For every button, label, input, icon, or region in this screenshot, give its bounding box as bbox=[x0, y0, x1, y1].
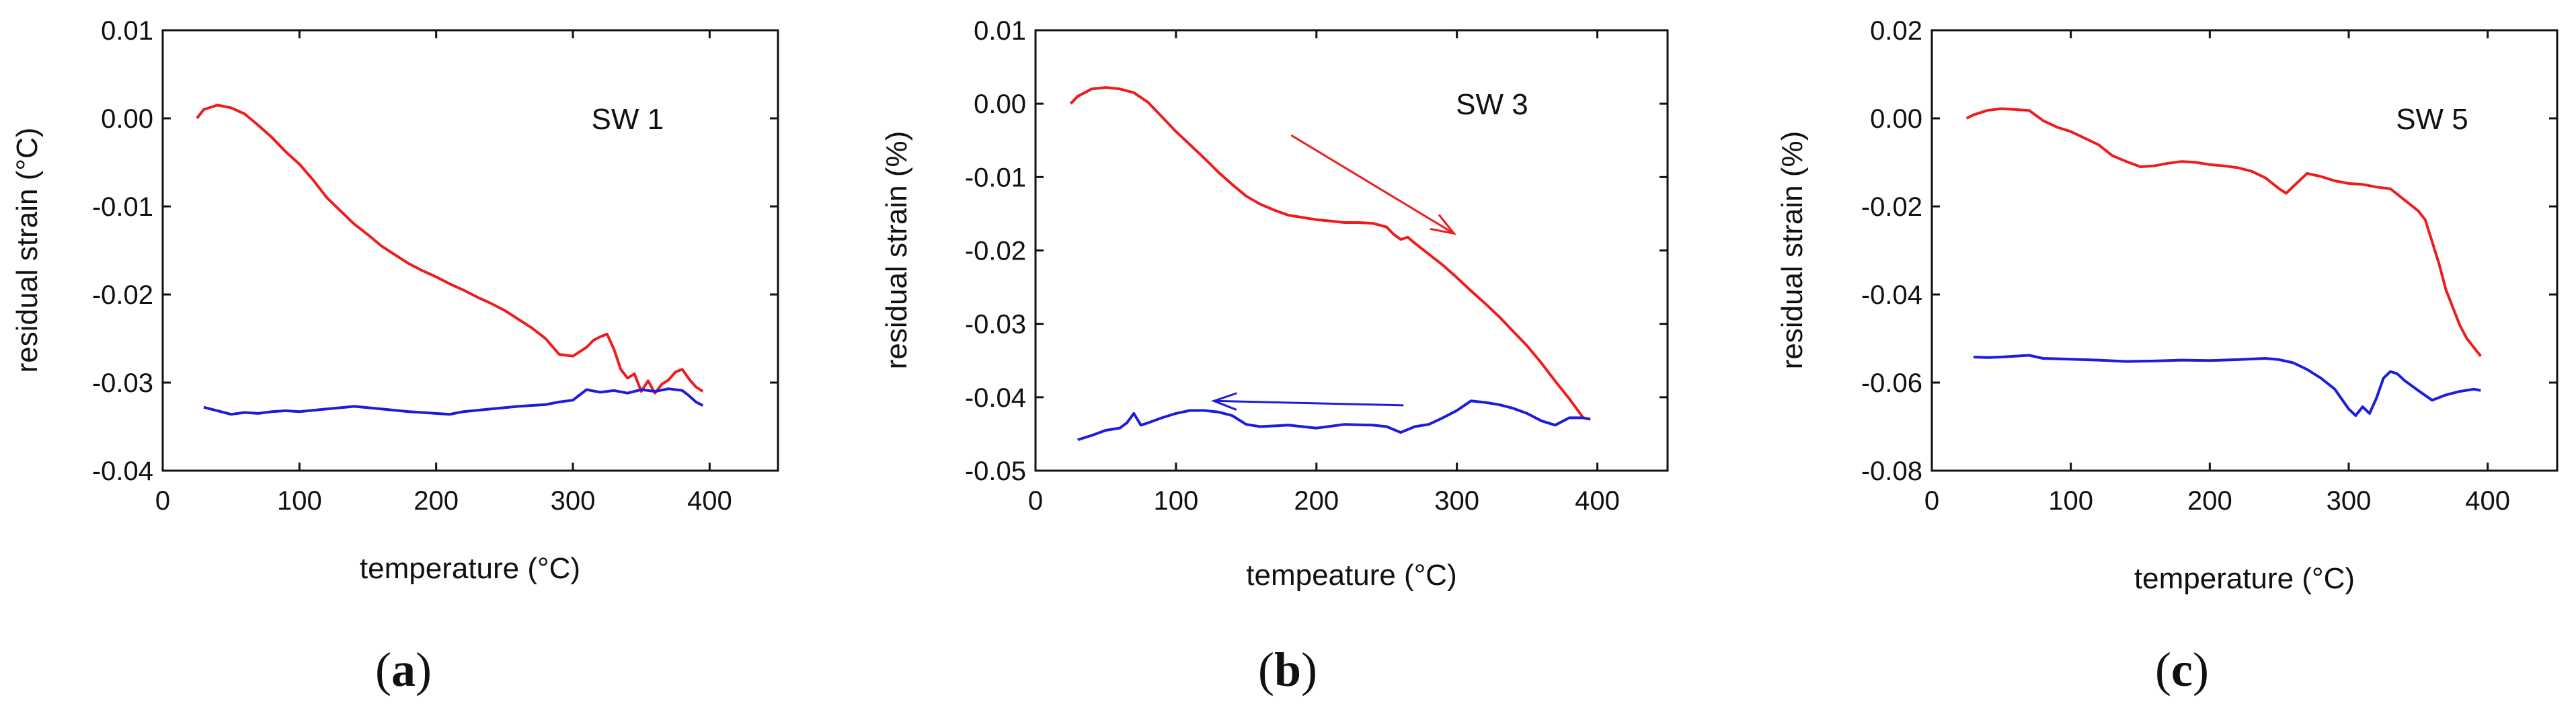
y-tick-label: -0.02 bbox=[965, 237, 1026, 266]
arrow-shaft bbox=[1290, 134, 1455, 235]
x-tick-label: 0 bbox=[1924, 486, 1939, 516]
sample-annotation: SW 5 bbox=[2396, 103, 2468, 136]
x-tick-label: 200 bbox=[2187, 486, 2232, 516]
y-tick-label: -0.05 bbox=[965, 457, 1026, 486]
panel-label: (c) bbox=[2155, 643, 2209, 697]
y-tick-label: 0.01 bbox=[974, 16, 1026, 46]
y-tick-label: -0.08 bbox=[1861, 457, 1922, 486]
sample-annotation: SW 3 bbox=[1456, 88, 1528, 121]
arrow-shaft bbox=[1214, 399, 1404, 407]
y-tick-label: 0.00 bbox=[101, 104, 153, 134]
x-axis-title: temperature (°C) bbox=[2134, 562, 2355, 595]
x-tick-label: 200 bbox=[414, 486, 459, 516]
cooling-series-line bbox=[203, 387, 704, 416]
series-group bbox=[196, 104, 704, 416]
y-axis-title: residual strain (%) bbox=[1776, 131, 1809, 370]
y-tick-label: -0.06 bbox=[1861, 368, 1922, 398]
x-tick-label: 100 bbox=[277, 486, 322, 516]
panel-b: 0 100 200 300 400 -0.05 -0.04 -0.03 -0.02 -0.01 0.… bbox=[880, 16, 1669, 697]
panel-letter: b bbox=[1274, 643, 1301, 697]
x-tick-label: 0 bbox=[1028, 486, 1043, 516]
x-tick-label: 200 bbox=[1294, 486, 1339, 516]
axis-ticks: 0 100 200 300 400 -0.08 -0.06 -0.04 -0.02 0.00 0.0… bbox=[1861, 16, 2557, 516]
plot-frame bbox=[161, 29, 779, 472]
panel-c: 0 100 200 300 400 -0.08 -0.06 -0.04 -0.02 0.00 0.0… bbox=[1776, 16, 2559, 697]
y-tick-label: 0.00 bbox=[1870, 104, 1922, 134]
panel-letter: a bbox=[391, 643, 416, 697]
y-tick-label: 0.01 bbox=[101, 16, 153, 46]
y-tick-label: -0.01 bbox=[965, 163, 1026, 192]
arrow-group bbox=[1210, 134, 1457, 411]
x-axis-title: tempeature (°C) bbox=[1246, 559, 1456, 592]
y-tick-label: -0.02 bbox=[92, 280, 153, 310]
heating-series-line bbox=[1965, 107, 2482, 357]
x-tick-label: 100 bbox=[2048, 486, 2093, 516]
x-tick-label: 0 bbox=[155, 486, 170, 516]
heating-series-line bbox=[1069, 86, 1591, 421]
heating-series-line bbox=[196, 104, 704, 395]
axis-ticks: 0 100 200 300 400 -0.05 -0.04 -0.03 -0.02 -0.01 0.… bbox=[965, 16, 1668, 516]
x-tick-label: 300 bbox=[551, 486, 596, 516]
y-tick-label: -0.02 bbox=[1861, 192, 1922, 222]
y-tick-label: -0.04 bbox=[92, 457, 153, 486]
x-tick-label: 300 bbox=[2327, 486, 2372, 516]
x-tick-label: 400 bbox=[687, 486, 732, 516]
y-tick-label: 0.00 bbox=[974, 89, 1026, 119]
arrow-head bbox=[1210, 392, 1237, 411]
plot-frame bbox=[1930, 29, 2559, 472]
panel-letter: c bbox=[2171, 643, 2193, 697]
y-tick-label: -0.04 bbox=[965, 383, 1026, 413]
y-tick-label: -0.03 bbox=[92, 368, 153, 398]
x-axis-title: temperature (°C) bbox=[360, 552, 580, 585]
cooling-series-line bbox=[1077, 399, 1591, 442]
y-tick-label: -0.03 bbox=[965, 310, 1026, 340]
panel-label: (b) bbox=[1258, 643, 1317, 697]
series-group bbox=[1965, 107, 2482, 418]
y-tick-label: -0.01 bbox=[92, 192, 153, 222]
y-tick-label: -0.04 bbox=[1861, 280, 1922, 310]
panel-a: 0 100 200 300 400 -0.04 -0.03 -0.02 -0.01 0.00 0.0… bbox=[11, 16, 779, 697]
y-axis-title: residual strain (%) bbox=[880, 131, 913, 370]
y-tick-label: 0.02 bbox=[1870, 16, 1922, 46]
cooling-series-line bbox=[1973, 354, 2481, 418]
series-group bbox=[1069, 86, 1591, 442]
y-axis-title: residual strain (°C) bbox=[11, 128, 44, 373]
arrow-head bbox=[1430, 214, 1457, 235]
x-tick-label: 100 bbox=[1154, 486, 1199, 516]
axis-ticks: 0 100 200 300 400 -0.04 -0.03 -0.02 -0.01 0.00 0.0… bbox=[92, 16, 778, 516]
panel-label: (a) bbox=[375, 643, 432, 697]
x-tick-label: 400 bbox=[2465, 486, 2510, 516]
x-tick-label: 400 bbox=[1575, 486, 1620, 516]
x-tick-label: 300 bbox=[1434, 486, 1479, 516]
sample-annotation: SW 1 bbox=[592, 103, 664, 136]
